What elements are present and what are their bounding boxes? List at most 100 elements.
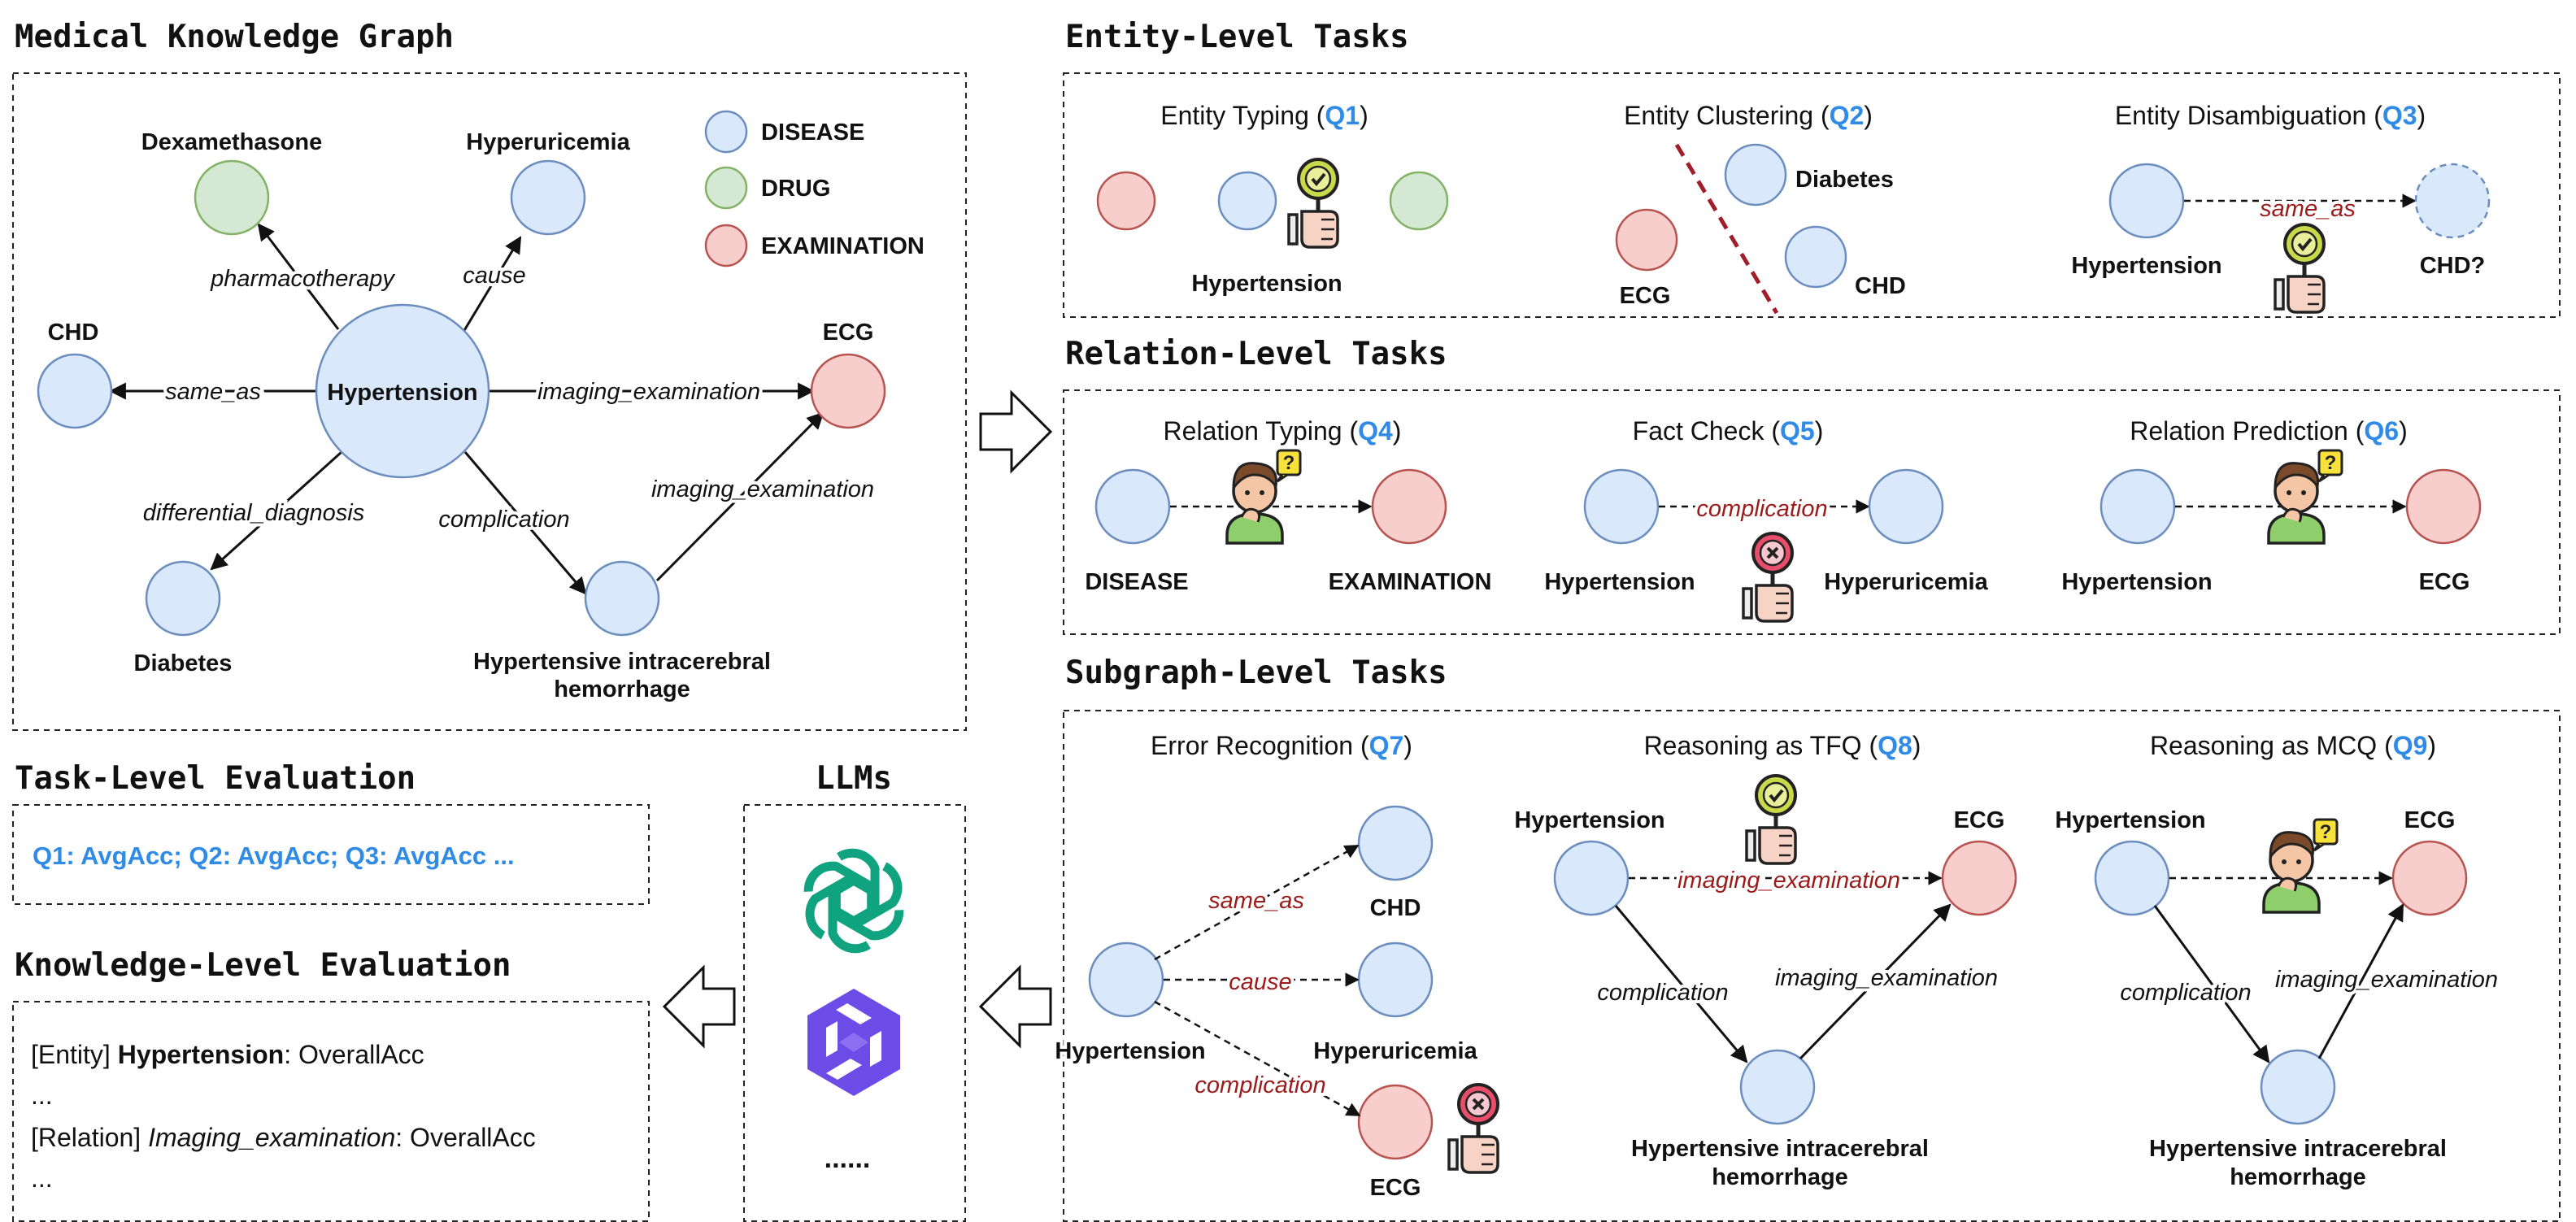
kg-node-diabetes — [145, 560, 221, 637]
q6-label-a: Hypertension — [2061, 569, 2212, 595]
q9-edge-label-right: imaging_examination — [2275, 967, 2498, 993]
openai-logo-icon — [803, 848, 904, 954]
thinking-person-icon — [1225, 449, 1302, 545]
q7-title: Error Recognition (Q7) — [1151, 731, 1412, 760]
thinking-person-icon — [2267, 449, 2343, 545]
q4-label-a: DISEASE — [1085, 569, 1188, 595]
q3-node-hypertension — [2108, 163, 2185, 239]
kg-panel: Medical Knowledge Graph DISEASE DRUG EXA… — [12, 19, 967, 731]
kg-node-hyperuricemia — [510, 159, 586, 236]
q9-title: Reasoning as MCQ (Q9) — [2150, 731, 2436, 760]
subgraph-panel: Subgraph-Level Tasks Error Recognition (… — [1051, 654, 2561, 1222]
kg-edge-pharmacotherapy — [257, 223, 340, 330]
q9-node-hypertension — [2094, 840, 2170, 916]
kg-edge-imaging-examination-2 — [655, 411, 825, 582]
kg-node-hich-label-2: hemorrhage — [554, 676, 690, 702]
cross-pin-icon — [1743, 533, 1792, 621]
q3-node-unknown — [2414, 163, 2491, 239]
kg-edge-cause — [462, 236, 522, 333]
kg-label-same-as: same_as — [165, 379, 261, 405]
q4-node-examination — [1371, 468, 1447, 545]
q1-title: Entity Typing (Q1) — [1160, 101, 1368, 130]
kg-node-ecg — [810, 353, 886, 429]
q7-node-ecg — [1357, 1084, 1434, 1160]
q1-node-label: Hypertension — [1191, 271, 1342, 297]
q1-node-red — [1096, 171, 1156, 231]
check-pin-icon — [1289, 159, 1338, 247]
relation-panel: Relation-Level Tasks Relation Typing (Q4… — [1063, 336, 2561, 635]
q9-node-ecg — [2391, 840, 2468, 916]
q9-node-hich — [2260, 1049, 2336, 1125]
q4-title: Relation Typing (Q4) — [1164, 416, 1402, 446]
q7-edge-3 — [1154, 1000, 1361, 1117]
q6-node-hypertension — [2100, 468, 2176, 545]
check-pin-icon — [2275, 224, 2324, 312]
q4-label-b: EXAMINATION — [1329, 569, 1492, 595]
q5-node-hyperuricemia — [1868, 468, 1944, 545]
q8-node-hypertension — [1553, 840, 1630, 916]
llms-to-eval-arrow-icon — [662, 964, 736, 1049]
check-pin-icon — [1747, 776, 1795, 863]
q6-label-b: ECG — [2419, 569, 2470, 595]
q7-edge-label-3: complication — [1194, 1072, 1325, 1098]
q8-edge-label-left: complication — [1597, 980, 1728, 1006]
relation-title: Relation-Level Tasks — [1065, 336, 1447, 372]
q7-node-chd — [1357, 805, 1434, 881]
q9-label-c2: hemorrhage — [2230, 1164, 2366, 1190]
kg-edge-complication — [463, 451, 587, 595]
legend-examination-swatch — [704, 224, 748, 267]
relation-box — [1063, 389, 2561, 635]
llms-panel: LLMs ...... — [743, 760, 966, 1222]
kg-label-imaging-examination: imaging_examination — [537, 379, 760, 405]
kg-node-hich — [584, 560, 660, 637]
q2-label-chd: CHD — [1855, 273, 1906, 299]
q6-node-ecg — [2405, 468, 2482, 545]
q2-label-diabetes: Diabetes — [1795, 167, 1894, 193]
q7-edge-label-1: same_as — [1208, 888, 1304, 914]
q8-edge-label: imaging_examination — [1677, 868, 1900, 894]
task-eval-box — [12, 804, 650, 905]
q8-edge-right — [1799, 903, 1952, 1060]
q8-node-ecg — [1941, 840, 2017, 916]
knowledge-eval-title: Knowledge-Level Evaluation — [15, 947, 511, 984]
kg-node-hypertension-label: Hypertension — [327, 380, 477, 406]
knowledge-eval-panel: Knowledge-Level Evaluation [Entity] Hype… — [12, 947, 650, 1222]
kg-box — [12, 72, 967, 731]
q1-node-blue — [1217, 171, 1277, 231]
legend: DISEASE DRUG EXAMINATION — [704, 110, 925, 267]
knowledge-eval-dots-1: ... — [31, 1081, 53, 1110]
q3-label-a: Hypertension — [2071, 253, 2221, 279]
task-eval-panel: Task-Level Evaluation Q1: AvgAcc; Q2: Av… — [12, 760, 650, 905]
legend-drug-swatch — [704, 166, 748, 210]
q9-edge-label-left: complication — [2120, 980, 2251, 1006]
q5-node-hypertension — [1583, 468, 1660, 545]
q5-label-a: Hypertension — [1544, 569, 1695, 595]
kg-node-hypertension — [315, 303, 490, 479]
legend-disease-swatch — [704, 110, 748, 154]
q3-title: Entity Disambiguation (Q3) — [2115, 101, 2426, 130]
q7-label-t1: CHD — [1370, 895, 1421, 921]
q2-node-chd — [1784, 225, 1847, 289]
q7-edge-1 — [1154, 844, 1360, 961]
q5-label-b: Hyperuricemia — [1824, 569, 1988, 595]
entity-box — [1063, 72, 2561, 318]
q6-title: Relation Prediction (Q6) — [2130, 416, 2407, 446]
q7-edge-label-2: cause — [1229, 969, 1291, 995]
q2-node-ecg — [1615, 208, 1678, 272]
kg-node-hyperuricemia-label: Hyperuricemia — [466, 129, 630, 155]
subgraph-title: Subgraph-Level Tasks — [1065, 654, 1447, 691]
kg-node-ecg-label: ECG — [823, 320, 874, 346]
legend-drug: DRUG — [761, 176, 830, 202]
q3-edge-label: same_as — [2260, 196, 2356, 222]
q9-label-a: Hypertension — [2055, 807, 2205, 833]
entity-title: Entity-Level Tasks — [1065, 19, 1409, 55]
q9-label-b: ECG — [2404, 807, 2456, 833]
q8-title: Reasoning as TFQ (Q8) — [1644, 731, 1921, 760]
q8-node-hich — [1739, 1049, 1816, 1125]
q8-edge-label-right: imaging_examination — [1775, 965, 1998, 991]
kg-label-complication: complication — [438, 507, 569, 533]
task-eval-text: Q1: AvgAcc; Q2: AvgAcc; Q3: AvgAcc ... — [33, 841, 515, 870]
tasks-to-llms-arrow-icon — [978, 964, 1052, 1049]
llms-title: LLMs — [816, 760, 892, 797]
